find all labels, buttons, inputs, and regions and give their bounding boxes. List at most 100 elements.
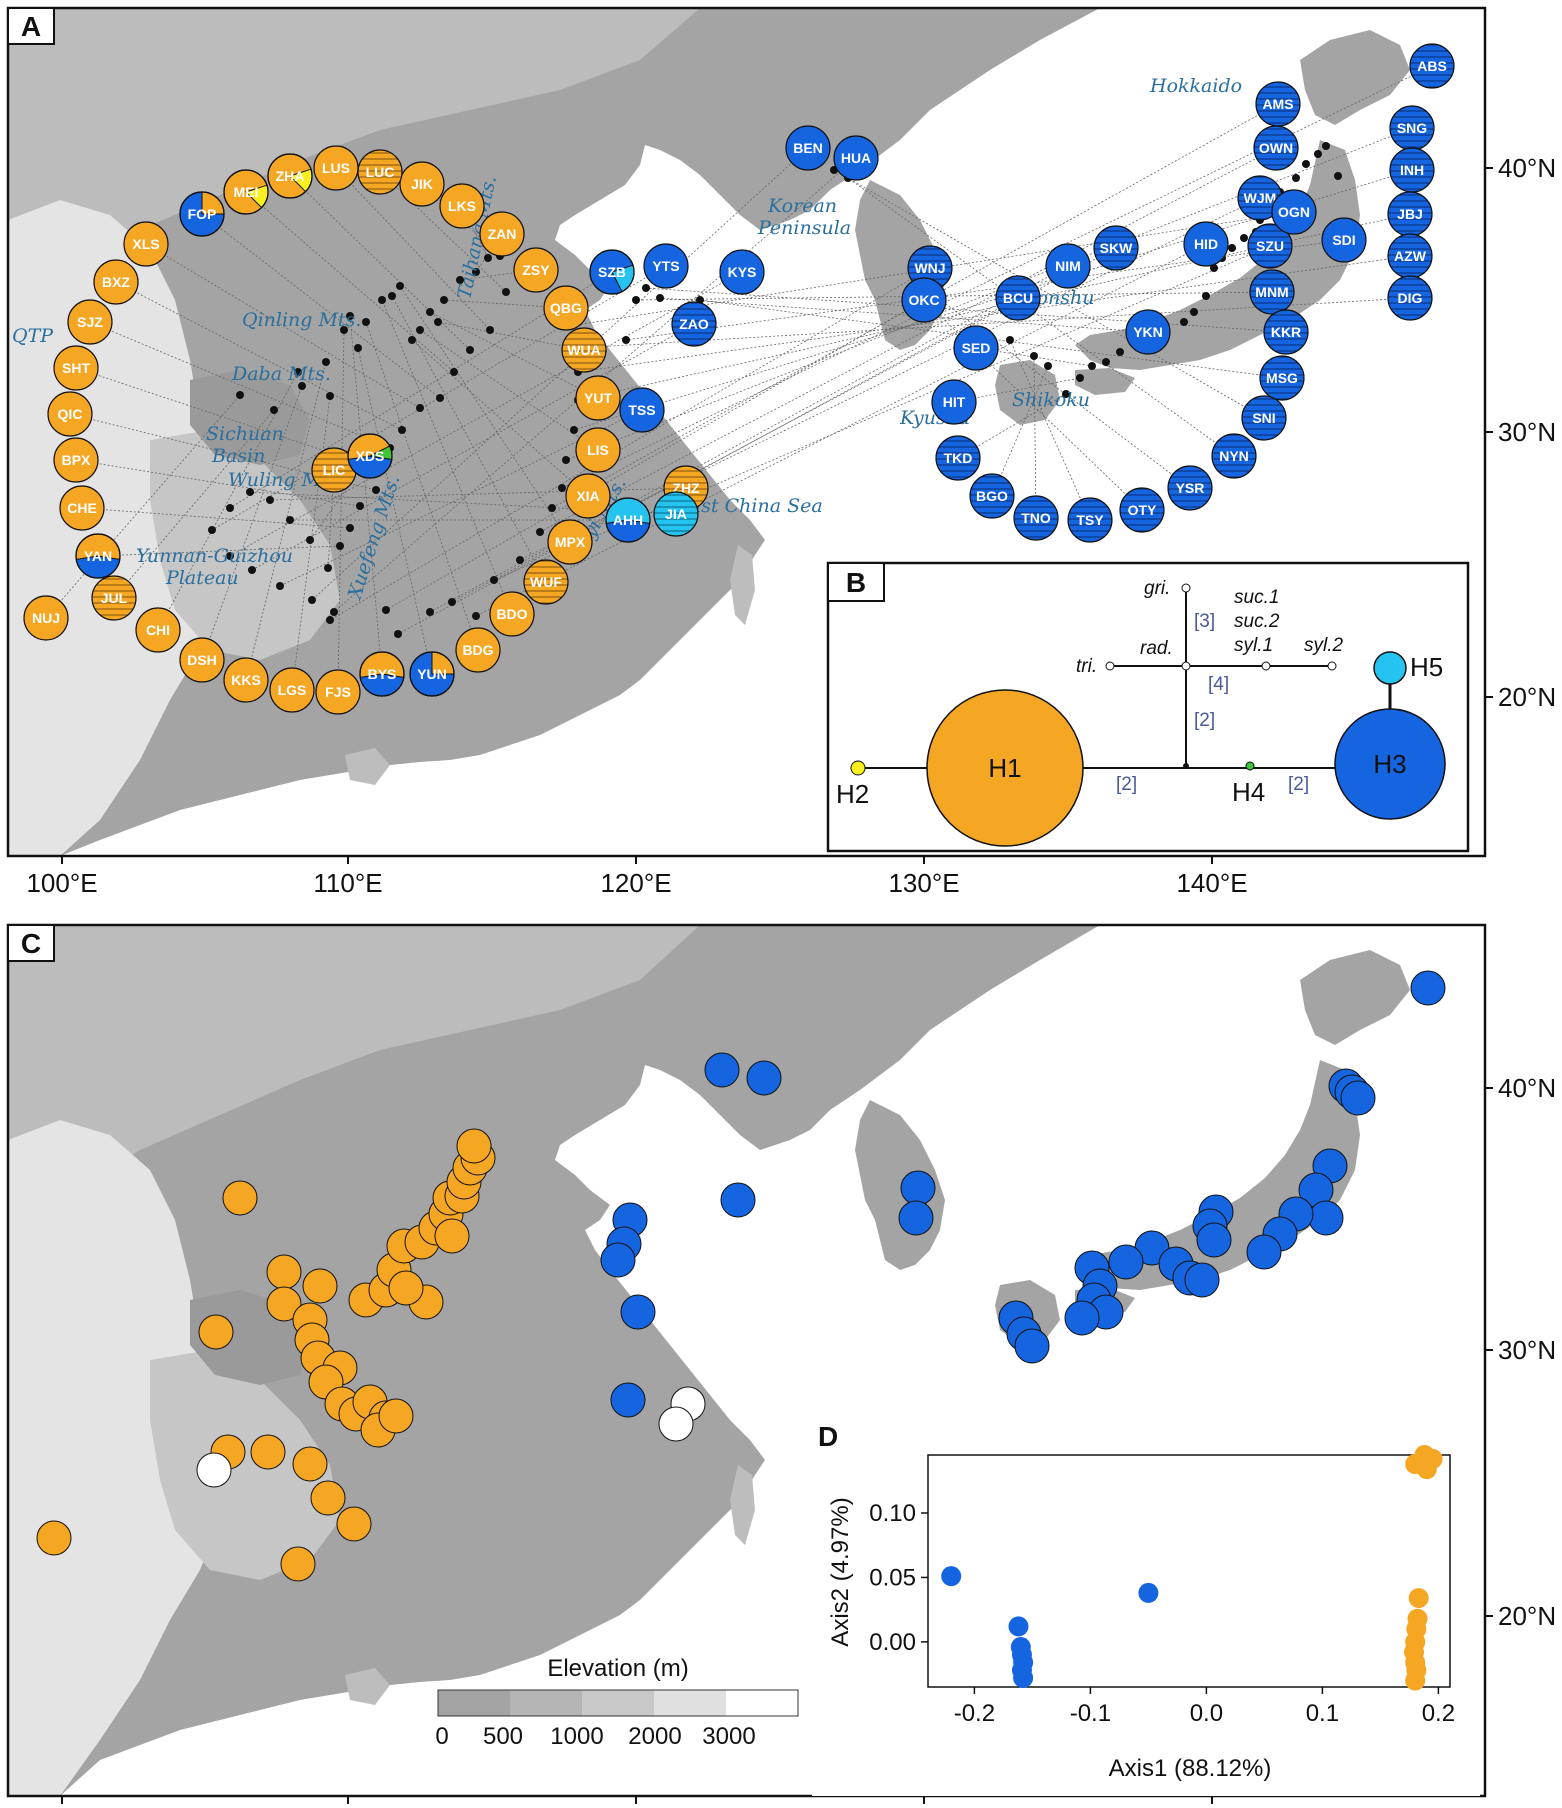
site-point-orange (378, 1398, 414, 1434)
population-mei: MEI (223, 169, 269, 215)
population-tkd: TKD (935, 435, 981, 481)
sampling-site (372, 486, 380, 494)
sampling-site (270, 406, 278, 414)
sampling-site (1030, 352, 1038, 360)
population-code: JBJ (1397, 206, 1423, 222)
sampling-site (434, 318, 442, 326)
population-code: LIS (587, 442, 609, 458)
japan-kyushu (995, 360, 1060, 425)
panel-d-label: D (818, 1421, 838, 1452)
sampling-site (236, 391, 244, 399)
sampling-site (416, 404, 424, 412)
sampling-site (426, 308, 434, 316)
population-nim: NIM (1045, 243, 1091, 289)
site-point-orange (280, 1546, 316, 1582)
d-ylabel: Axis2 (4.97%) (827, 1497, 854, 1646)
sampling-site (1006, 336, 1014, 344)
x-tick-label: 120°E (600, 868, 671, 898)
population-ykn: YKN (1125, 309, 1171, 355)
sampling-site (1202, 292, 1210, 300)
geo-label: Shikoku (1012, 389, 1090, 411)
population-xls: XLS (123, 221, 169, 267)
sampling-site (632, 296, 640, 304)
site-point-blue (704, 1052, 740, 1088)
population-xia: XIA (565, 473, 611, 519)
population-okc: OKC (901, 277, 947, 323)
population-code: ZSY (522, 262, 550, 278)
geo-label: Hokkaido (1149, 75, 1242, 97)
sampling-site (276, 582, 284, 590)
population-code: LGS (278, 682, 307, 698)
d-x-tick: -0.2 (954, 1700, 995, 1727)
geo-label: Yunnan-Guizhou (136, 545, 293, 567)
d-xlabel: Axis1 (88.12%) (1109, 1755, 1272, 1782)
sampling-site (266, 496, 274, 504)
population-code: TNO (1021, 510, 1051, 526)
population-nuj: NUJ (23, 595, 69, 641)
sampling-site (548, 504, 556, 512)
sampling-site (1334, 172, 1342, 180)
population-code: BPX (62, 452, 91, 468)
sampling-site (398, 426, 406, 434)
sampling-site (448, 598, 456, 606)
sampling-site (340, 326, 348, 334)
sampling-site (226, 504, 234, 512)
population-code: LUS (322, 160, 350, 176)
sampling-site (1228, 244, 1236, 252)
step-2b: [2] (1116, 774, 1137, 795)
geo-label: QTP (12, 325, 54, 347)
population-jbj: JBJ (1387, 191, 1433, 237)
population-ben: BEN (785, 125, 831, 171)
sampling-site (326, 392, 334, 400)
d-y-tick: 0.10 (869, 1500, 916, 1527)
population-code: JIA (665, 506, 687, 522)
population-azw: AZW (1387, 233, 1433, 279)
step-2c: [2] (1288, 774, 1309, 795)
hainan-c (345, 1668, 390, 1705)
site-point-blue (746, 1060, 782, 1096)
site-point-orange (198, 1314, 234, 1350)
population-code: BDO (496, 606, 527, 622)
population-code: BDG (462, 642, 493, 658)
site-point-orange (250, 1434, 286, 1470)
site-point-orange (434, 1218, 470, 1254)
sampling-site (1076, 374, 1084, 382)
elevation-legend-title: Elevation (m) (547, 1655, 688, 1682)
population-msg: MSG (1259, 355, 1305, 401)
site-point-orange (302, 1268, 338, 1304)
haplotype-h2-node (850, 760, 866, 776)
sampling-site (1210, 264, 1218, 272)
population-inh: INH (1389, 147, 1435, 193)
sampling-site (440, 296, 448, 304)
japan-shikoku (1075, 368, 1135, 395)
population-code: ZAO (679, 316, 709, 332)
taiwan (730, 545, 755, 625)
population-code: WUA (567, 342, 600, 358)
sampling-site (326, 616, 334, 624)
d-x-tick: 0.1 (1306, 1700, 1339, 1727)
population-code: WNJ (914, 260, 945, 276)
population-code: LUC (366, 164, 395, 180)
geo-label: Qinling Mts. (242, 309, 361, 331)
sp-rad: rad. (1140, 638, 1173, 659)
population-code: LKS (448, 198, 476, 214)
population-kkr: KKR (1263, 309, 1309, 355)
sampling-site (558, 484, 566, 492)
sampling-site (1302, 160, 1310, 168)
panel-b-label: B (846, 567, 866, 598)
population-code: AMS (1262, 96, 1293, 112)
population-jul: JUL (91, 575, 137, 621)
population-lic: LIC (311, 447, 357, 493)
population-hua: HUA (833, 135, 879, 181)
y-tick-label: 40°N (1498, 153, 1556, 183)
y-tick-label: 30°N (1498, 1335, 1556, 1365)
d-point-blue (941, 1566, 962, 1587)
site-point-blue (600, 1242, 636, 1278)
population-code: DSH (187, 652, 217, 668)
population-code: YUT (584, 390, 612, 406)
population-code: OKC (908, 292, 939, 308)
northern-plateau-c (8, 925, 700, 1220)
